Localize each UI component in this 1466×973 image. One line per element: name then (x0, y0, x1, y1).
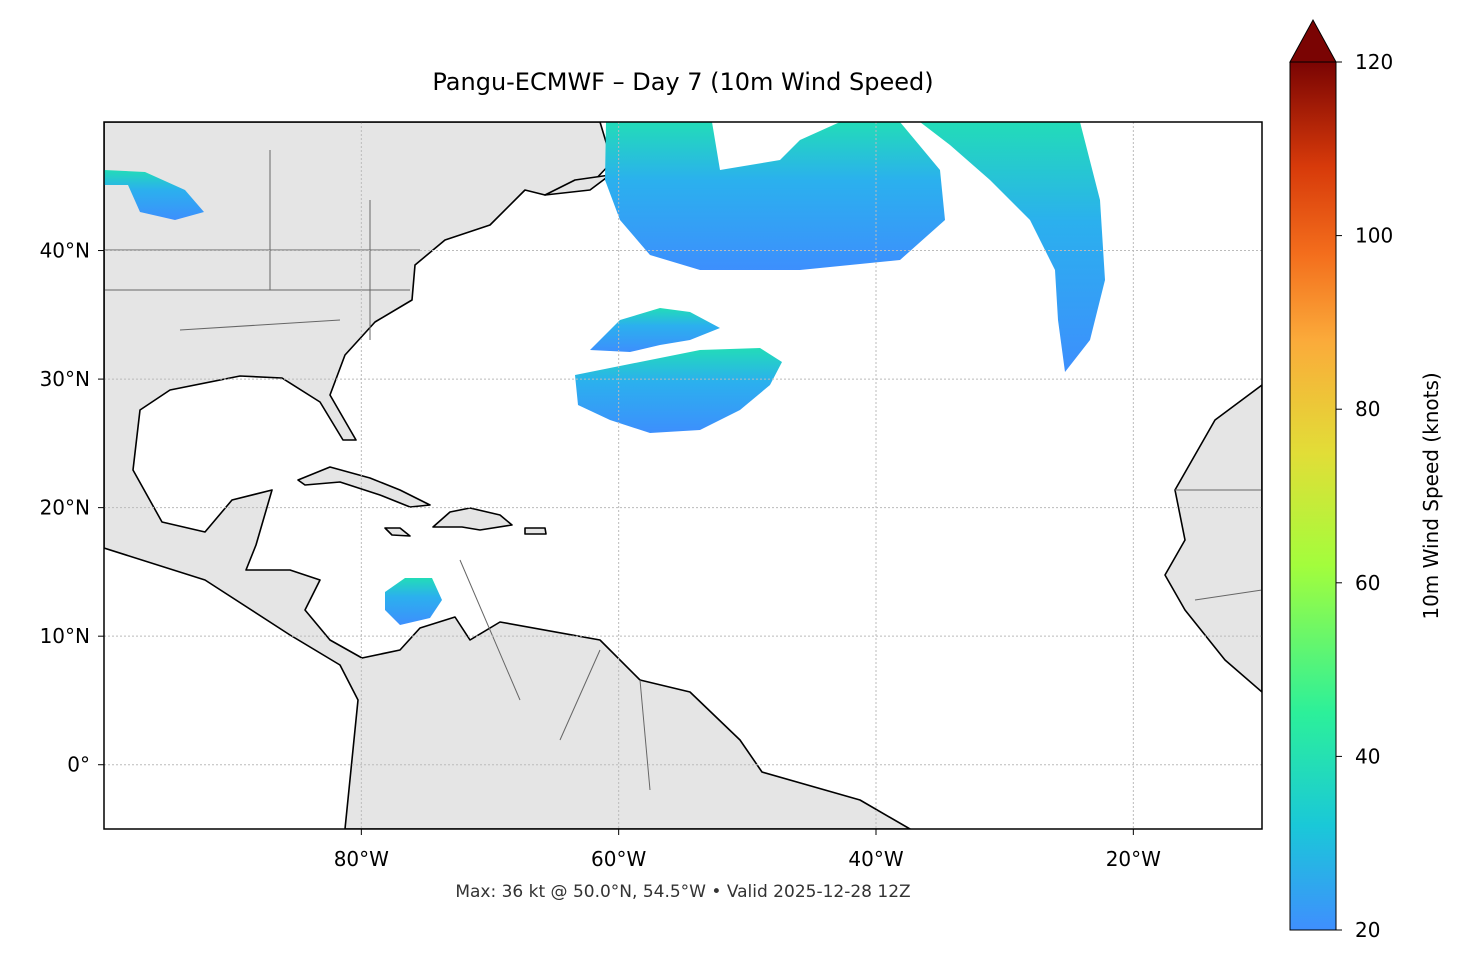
colorbar (1289, 61, 1337, 931)
y-tick-label: 0° (67, 753, 90, 777)
colorbar-label: 10m Wind Speed (knots) (1419, 372, 1443, 619)
borders (104, 150, 1262, 791)
wind-swath (605, 122, 945, 270)
wind-swath (575, 348, 782, 433)
colorbar-tick-label: 40 (1355, 744, 1380, 768)
africa (1164, 384, 1262, 693)
map-area (104, 122, 1262, 829)
wind-swath (590, 308, 720, 352)
colorbar-extend (1289, 18, 1337, 63)
jamaica (384, 527, 411, 537)
wind-swath (920, 122, 1105, 372)
colorbar-tick-label: 60 (1355, 571, 1380, 595)
y-tick-label: 10°N (40, 624, 90, 648)
x-tick-label: 20°W (1106, 847, 1161, 871)
hispaniola (432, 507, 513, 531)
footer-note: Max: 36 kt @ 50.0°N, 54.5°W • Valid 2025… (455, 882, 910, 902)
cuba (297, 466, 431, 508)
grid (104, 122, 1262, 829)
puerto-rico (524, 527, 547, 535)
y-tick-label: 40°N (40, 239, 90, 263)
x-tick-label: 80°W (334, 847, 389, 871)
y-tick-label: 20°N (40, 496, 90, 520)
y-tick-label: 30°N (40, 367, 90, 391)
colorbar-tick-label: 100 (1355, 224, 1393, 248)
colorbar-tick-label: 80 (1355, 397, 1380, 421)
wind-swath (385, 578, 442, 625)
x-tick-label: 60°W (591, 847, 646, 871)
map-frame (103, 121, 1263, 830)
colorbar-tick-label: 120 (1355, 50, 1393, 74)
colorbar-tick-label: 20 (1355, 918, 1380, 942)
wind-swath (104, 170, 204, 220)
x-tick-label: 40°W (848, 847, 903, 871)
map-title: Pangu-ECMWF – Day 7 (10m Wind Speed) (432, 68, 933, 96)
americas (104, 122, 911, 829)
